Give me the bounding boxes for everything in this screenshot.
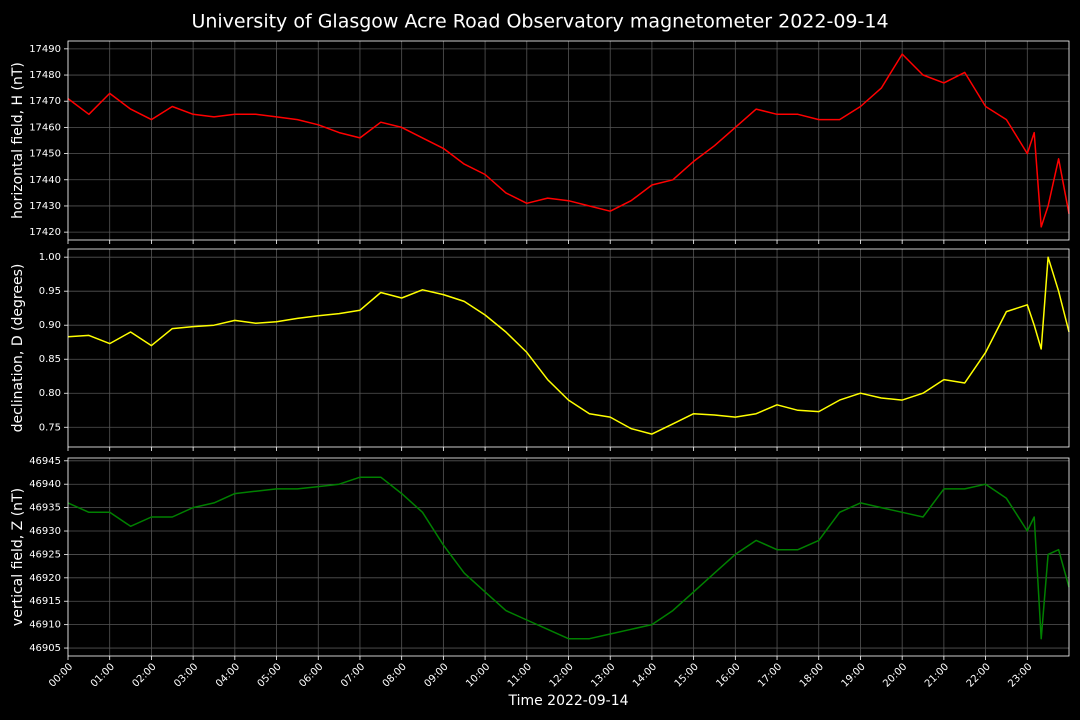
- y-tick-label: 46930: [29, 526, 61, 537]
- y-tick-label: 46940: [29, 479, 61, 490]
- y-axis-label: vertical field, Z (nT): [10, 488, 26, 626]
- data-line: [67, 476, 1070, 640]
- data-line: [67, 256, 1070, 435]
- y-tick-label: 46915: [29, 596, 61, 607]
- y-tick-label: 17490: [29, 44, 61, 55]
- y-tick-label: 46925: [29, 549, 61, 560]
- x-axis-label: Time 2022-09-14: [507, 693, 628, 709]
- y-axis-label: declination, D (degrees): [10, 264, 26, 433]
- axes-frame: [67, 40, 1070, 241]
- y-tick-label: 46935: [29, 503, 61, 514]
- y-tick-label: 46920: [29, 573, 61, 584]
- y-tick-label: 17470: [29, 96, 61, 107]
- y-tick-label: 17460: [29, 122, 61, 133]
- data-line: [67, 53, 1070, 228]
- y-tick-label: 0.90: [39, 320, 61, 331]
- y-axis-label: horizontal field, H (nT): [10, 62, 26, 219]
- y-tick-label: 17440: [29, 175, 61, 186]
- y-tick-label: 0.75: [39, 422, 61, 433]
- y-tick-label: 17450: [29, 149, 61, 160]
- y-tick-label: 17480: [29, 70, 61, 81]
- y-tick-label: 17420: [29, 227, 61, 238]
- y-tick-label: 0.95: [39, 286, 61, 297]
- y-tick-label: 1.00: [39, 252, 61, 263]
- y-tick-label: 0.85: [39, 354, 61, 365]
- y-tick-label: 17430: [29, 201, 61, 212]
- y-tick-label: 0.80: [39, 388, 61, 399]
- figure-title: University of Glasgow Acre Road Observat…: [191, 11, 888, 33]
- y-tick-label: 46905: [29, 643, 61, 654]
- y-tick-label: 46945: [29, 456, 61, 467]
- y-tick-label: 46910: [29, 620, 61, 631]
- axes-frame: [67, 248, 1070, 448]
- axes-frame: [67, 457, 1070, 657]
